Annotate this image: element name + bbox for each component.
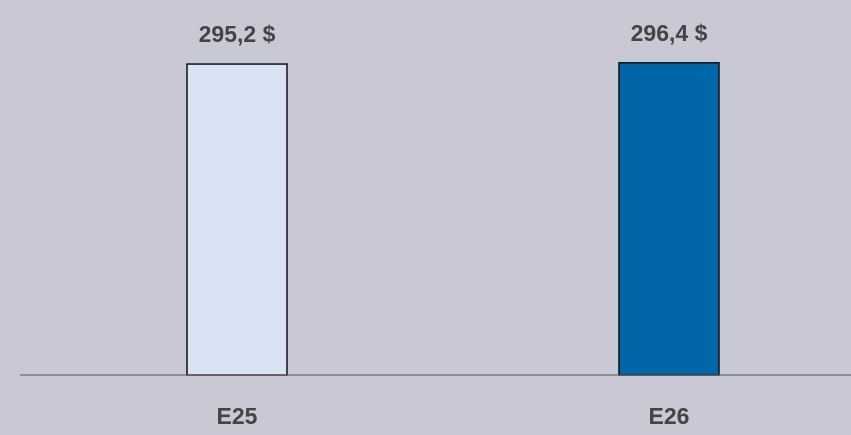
x-tick-label: E26 [649, 403, 690, 429]
bar [618, 62, 720, 376]
bar [186, 63, 288, 376]
data-label: 295,2 $ [199, 21, 276, 47]
x-tick-label: E25 [217, 403, 258, 429]
data-label: 296,4 $ [631, 20, 708, 46]
